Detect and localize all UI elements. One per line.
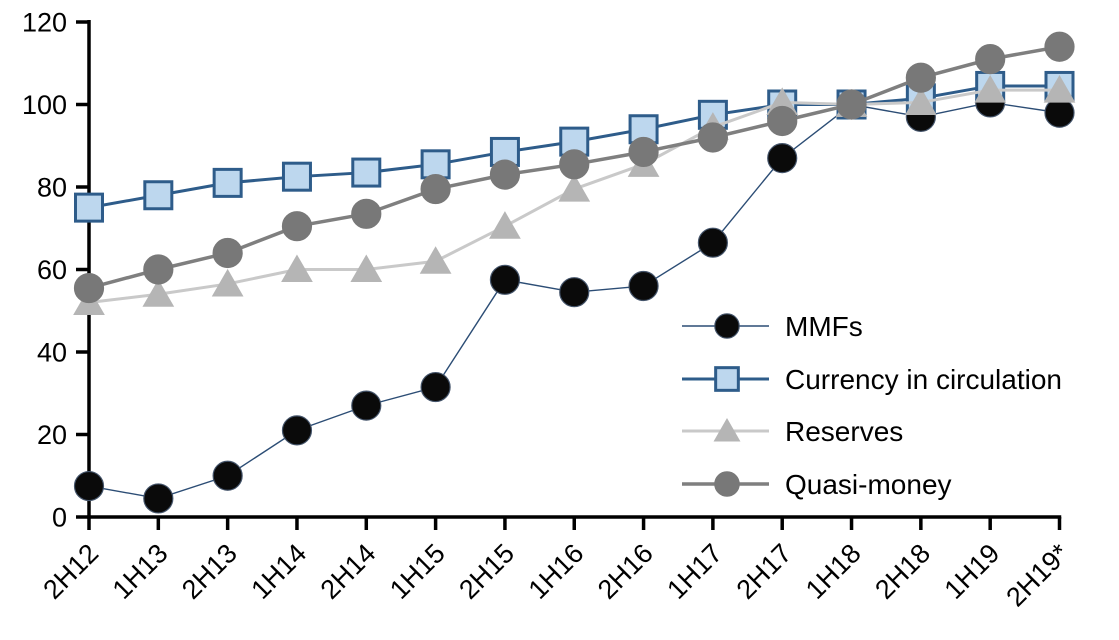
series-quasi-money [73, 31, 1075, 304]
x-axis-tick-label: 1H18 [800, 538, 867, 605]
data-point-marker [559, 277, 590, 308]
data-point-marker [697, 122, 728, 153]
x-axis-tick-label: 1H16 [523, 538, 590, 605]
y-axis-tick-label: 100 [22, 90, 67, 120]
data-point-marker [489, 264, 521, 295]
data-point-marker [281, 211, 313, 242]
data-point-marker [558, 174, 591, 202]
data-point-marker [975, 44, 1006, 75]
data-point-marker [628, 270, 659, 302]
data-point-marker [419, 246, 452, 274]
x-axis-tick-label: 2H16 [592, 538, 659, 605]
data-point-marker [73, 470, 105, 502]
x-axis-tick-label: 2H12 [37, 538, 104, 605]
data-point-marker [350, 254, 383, 283]
data-point-marker [628, 136, 659, 168]
data-point-marker [559, 149, 590, 180]
data-point-marker [489, 159, 521, 190]
data-point-marker [281, 161, 312, 192]
data-point-marker [489, 211, 521, 239]
x-axis-tick-label: 2H18 [869, 538, 936, 605]
data-point-marker [974, 75, 1007, 103]
y-axis-tick-label: 20 [37, 420, 67, 450]
data-point-marker [73, 272, 105, 304]
data-point-marker [420, 149, 451, 180]
y-axis-tick-label: 80 [37, 173, 67, 203]
legend-item-currency-in-circulation: Currency in circulation [682, 364, 1062, 395]
x-axis-tick-label: 2H19* [1000, 538, 1075, 613]
legend-item-mmfs: MMFs [682, 311, 863, 342]
data-point-marker [143, 254, 174, 285]
data-point-marker [211, 268, 244, 297]
x-axis-tick-label: 1H19 [939, 538, 1006, 605]
y-axis-tick-label: 60 [37, 255, 67, 285]
data-point-marker [904, 87, 937, 115]
data-point-marker [74, 192, 104, 223]
x-axis-tick-label: 2H13 [176, 538, 243, 605]
data-point-marker [714, 471, 740, 497]
data-point-marker [767, 105, 798, 137]
data-point-marker [1044, 31, 1075, 62]
data-point-marker [212, 460, 243, 491]
data-point-marker [281, 415, 313, 446]
x-axis-tick-label: 2H15 [453, 538, 520, 605]
data-point-marker [212, 237, 243, 269]
data-point-marker [714, 313, 740, 339]
data-point-marker [351, 157, 382, 188]
data-point-marker [713, 418, 741, 442]
legend: MMFs Currency in circulation Reserves Quasi… [682, 311, 1062, 500]
data-point-marker [767, 143, 798, 174]
data-point-marker [489, 136, 520, 167]
x-axis-tick-label: 2H17 [731, 538, 798, 605]
legend-item-reserves: Reserves [682, 416, 903, 447]
data-point-marker [281, 254, 313, 283]
data-point-marker [142, 279, 175, 307]
data-point-marker [420, 371, 451, 403]
legend-label: Quasi-money [785, 469, 952, 500]
data-point-marker [351, 198, 382, 229]
x-axis-tick-label: 1H14 [245, 538, 312, 605]
x-axis-tick-label: 2H14 [315, 538, 382, 605]
data-point-marker [351, 390, 382, 421]
y-axis-tick-label: 120 [22, 8, 67, 38]
legend-label: Reserves [785, 416, 903, 447]
data-point-marker [836, 89, 867, 120]
data-point-marker [143, 483, 174, 514]
legend-label: Currency in circulation [785, 364, 1062, 395]
y-axis-tick-label: 0 [52, 503, 67, 533]
data-point-marker [714, 366, 740, 392]
data-point-marker [212, 167, 243, 198]
data-point-marker [143, 180, 174, 211]
y-axis-tick-label: 40 [37, 338, 67, 368]
x-axis-tick-label: 1H15 [384, 538, 451, 605]
x-axis-tick-label: 1H13 [107, 538, 174, 605]
x-axis-tick-label: 1H17 [661, 538, 728, 605]
legend-item-quasi-money: Quasi-money [682, 469, 952, 500]
data-point-marker [420, 173, 451, 205]
legend-label: MMFs [785, 311, 863, 342]
data-point-marker [1043, 75, 1076, 103]
data-point-marker [905, 62, 936, 93]
data-point-marker [697, 227, 728, 258]
